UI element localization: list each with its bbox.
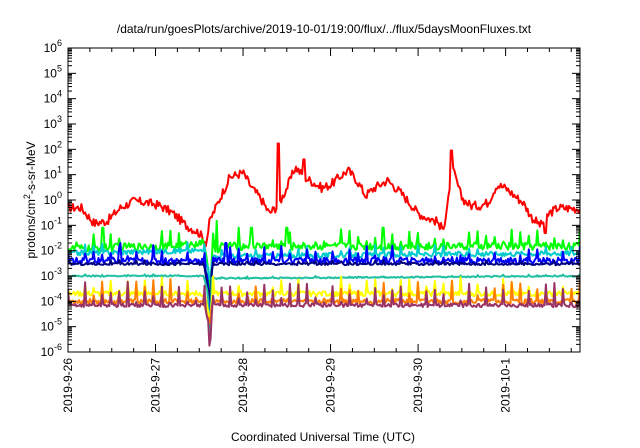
x-tick-label: 2019-9-29: [324, 358, 338, 413]
x-axis-label: Coordinated Universal Time (UTC): [231, 430, 415, 444]
y-ticks: 10-6 10-5 10-4 10-3 10-2 10-1 100 101 102 103 104 1…: [41, 38, 580, 359]
series-line: [68, 142, 580, 248]
y-tick-label: 10-4: [41, 291, 62, 308]
y-tick-label: 101: [44, 165, 62, 182]
y-axis-label-main: protons/cm: [24, 199, 38, 258]
y-axis-label-tail: -s-sr-MeV: [24, 141, 38, 194]
y-tick-label: 10-5: [41, 317, 62, 334]
y-tick-label: 104: [44, 89, 62, 106]
series-line: [68, 280, 580, 347]
x-tick-label: 2019-9-27: [149, 358, 163, 413]
y-tick-label: 103: [44, 114, 62, 131]
series-line: [68, 273, 580, 342]
x-tick-label: 2019-9-30: [411, 358, 425, 413]
y-tick-label: 10-1: [41, 215, 62, 232]
x-tick-label: 2019-9-28: [236, 358, 250, 413]
x-ticks: 2019-9-26 2019-9-27 2019-9-28 2019-9-29 2019…: [61, 48, 572, 413]
series-layer: [68, 142, 580, 347]
y-tick-label: 105: [44, 63, 62, 80]
y-tick-label: 102: [44, 139, 62, 156]
y-axis-label: protons/cm2-s-sr-MeV: [22, 141, 38, 258]
series-line: [68, 242, 580, 311]
plot-frame: [67, 47, 581, 353]
y-tick-label: 106: [44, 38, 62, 55]
x-tick-label: 2019-9-26: [61, 358, 75, 413]
series-line: [68, 278, 580, 325]
y-tick-label: 10-2: [41, 241, 62, 258]
y-tick-label: 10-3: [41, 266, 62, 283]
chart-title: /data/run/goesPlots/archive/2019-10-01/1…: [117, 22, 532, 36]
series-line: [68, 259, 580, 300]
y-tick-label: 100: [44, 190, 62, 207]
x-tick-label: 2019-10-1: [499, 358, 513, 413]
y-tick-label: 10-6: [41, 342, 62, 359]
svg-text:protons/cm2-s-sr-MeV: protons/cm2-s-sr-MeV: [22, 141, 38, 258]
y-axis-label-sup: 2: [22, 194, 32, 199]
